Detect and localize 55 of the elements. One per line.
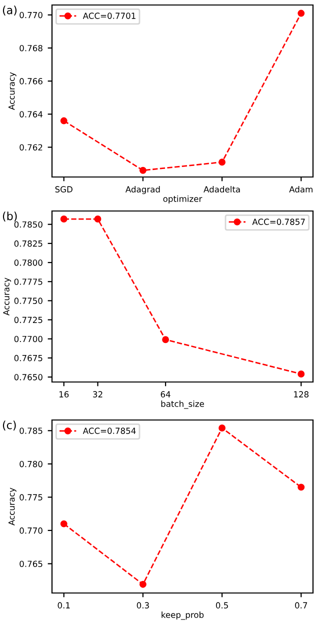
y-tick-label: 0.7850 — [14, 221, 42, 228]
x-tick-label: 128 — [294, 391, 309, 398]
x-axis-title: keep_prob — [162, 611, 204, 620]
point — [218, 424, 226, 432]
x-tick-label: SGD — [55, 186, 72, 192]
y-tick-label: 0.775 — [20, 494, 42, 500]
y-tick-label: 0.7725 — [14, 316, 42, 324]
text: (c) — [2, 420, 16, 431]
y-tick-label: 0.7700 — [14, 336, 42, 342]
point — [298, 484, 305, 491]
y-tick-label: 0.7800 — [14, 260, 42, 266]
point — [298, 370, 305, 378]
y-tick-label: 0.780 — [20, 460, 42, 468]
y-tick-label: 0.7675 — [14, 354, 42, 362]
point — [298, 10, 305, 17]
y-tick-label: 0.7825 — [14, 240, 42, 247]
x-tick-label: 0.1 — [58, 602, 70, 608]
point — [60, 216, 68, 222]
y-tick-label: 0.7650 — [14, 374, 42, 380]
x-tick-label: Adam — [289, 186, 312, 192]
x-tick-label: 64 — [160, 391, 170, 398]
x-tick-label: 16 — [59, 391, 69, 398]
x-axis-title: optimizer — [163, 195, 202, 204]
y-tick-label: 0.764 — [20, 111, 43, 118]
x-tick-label: Adagrad — [125, 186, 160, 194]
y-axis-title: Accuracy — [3, 278, 12, 316]
y-tick-label: 0.7750 — [14, 298, 42, 304]
text: (b) — [2, 212, 17, 222]
y-axis-title: Accuracy — [8, 488, 16, 526]
y-tick-label: 0.766 — [20, 78, 42, 84]
x-tick-label: 0.7 — [295, 602, 308, 608]
legend-label: ACC=0.7701 — [82, 12, 136, 19]
x-axis-title: batch_size — [161, 400, 204, 409]
x-tick-label: 0.5 — [216, 602, 228, 608]
y-tick-label: 0.770 — [20, 12, 42, 18]
x-tick-label: 0.3 — [136, 602, 149, 608]
legend-label: ACC=0.7857 — [252, 218, 305, 225]
text: (a) — [2, 6, 17, 16]
point — [162, 336, 170, 344]
point — [60, 520, 68, 528]
point — [218, 158, 226, 166]
x-tick-label: 32 — [93, 391, 102, 398]
y-tick-label: 0.765 — [20, 560, 42, 568]
y-tick-label: 0.7775 — [14, 278, 42, 285]
x-tick-label: Adadelta — [204, 186, 240, 192]
y-tick-label: 0.762 — [20, 144, 42, 151]
point — [60, 117, 68, 124]
point — [94, 216, 102, 222]
y-tick-label: 0.770 — [20, 527, 42, 534]
y-tick-label: 0.785 — [20, 428, 42, 434]
point — [139, 166, 146, 174]
y-axis-title: Accuracy — [8, 72, 16, 110]
point — [139, 580, 146, 588]
y-tick-label: 0.768 — [20, 44, 42, 52]
legend-label: ACC=0.7854 — [82, 428, 136, 434]
